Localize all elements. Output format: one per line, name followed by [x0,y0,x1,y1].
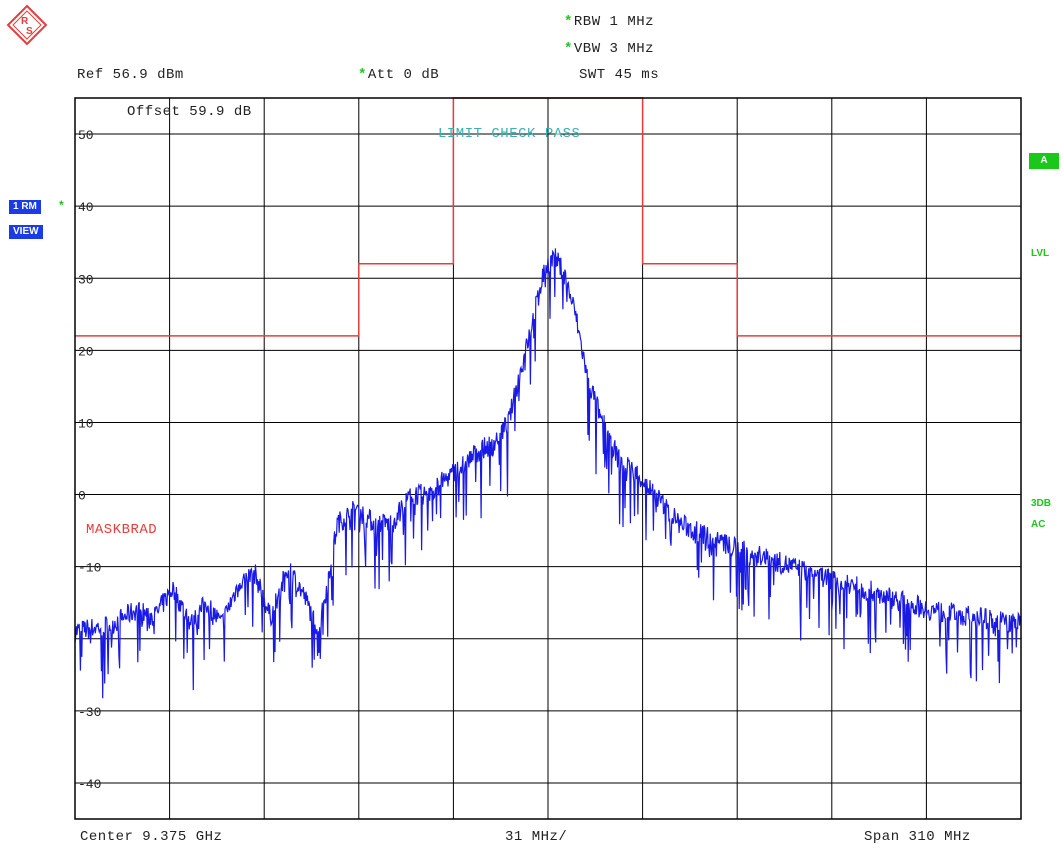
y-tick-label: -10 [78,561,101,576]
span-readout: Span 310 MHz [864,829,971,845]
attenuation-readout: *Att 0 dB [358,67,440,83]
vbw-readout: *VBW 3 MHz [564,41,655,57]
screen-a-badge[interactable]: A [1029,153,1059,169]
y-tick-label: 30 [78,272,94,287]
y-tick-label: 0 [78,489,86,504]
brand-logo: R S [6,4,48,46]
y-tick-label: 10 [78,416,94,431]
ref-level-readout: Ref 56.9 dBm [77,67,184,83]
y-tick-label: -40 [78,777,101,792]
trace-line [74,248,1022,699]
sweep-time-readout: SWT 45 ms [579,67,660,83]
y-tick-label: 40 [78,200,94,215]
y-tick-labels: 50 40 30 20 10 0 -10 -30 -40 [78,128,101,792]
y-tick-label: 20 [78,344,94,359]
trace-mode-star: * [59,198,64,212]
svg-text:S: S [26,26,33,37]
center-frequency-readout: Center 9.375 GHz [80,829,223,845]
plot-frame [74,97,1022,820]
y-tick-label: 50 [78,128,94,143]
trace-mode-badge[interactable]: 1 RM [9,200,41,214]
plot-grid [75,98,1021,819]
rbw-readout: *RBW 1 MHz [564,14,655,30]
level-indicator: LVL [1031,248,1050,259]
limit-mask-name: MASKBRAD [86,522,158,538]
limit-check-status: LIMIT CHECK PASS [438,126,581,142]
y-tick-label: -30 [78,705,101,720]
per-division-readout: 31 MHz/ [505,829,568,845]
trace-view-badge[interactable]: VIEW [9,225,43,239]
offset-readout: Offset 59.9 dB [127,104,252,120]
ac-coupling-indicator: AC [1031,519,1046,530]
svg-text:R: R [21,16,29,27]
3db-indicator: 3DB [1031,498,1052,509]
